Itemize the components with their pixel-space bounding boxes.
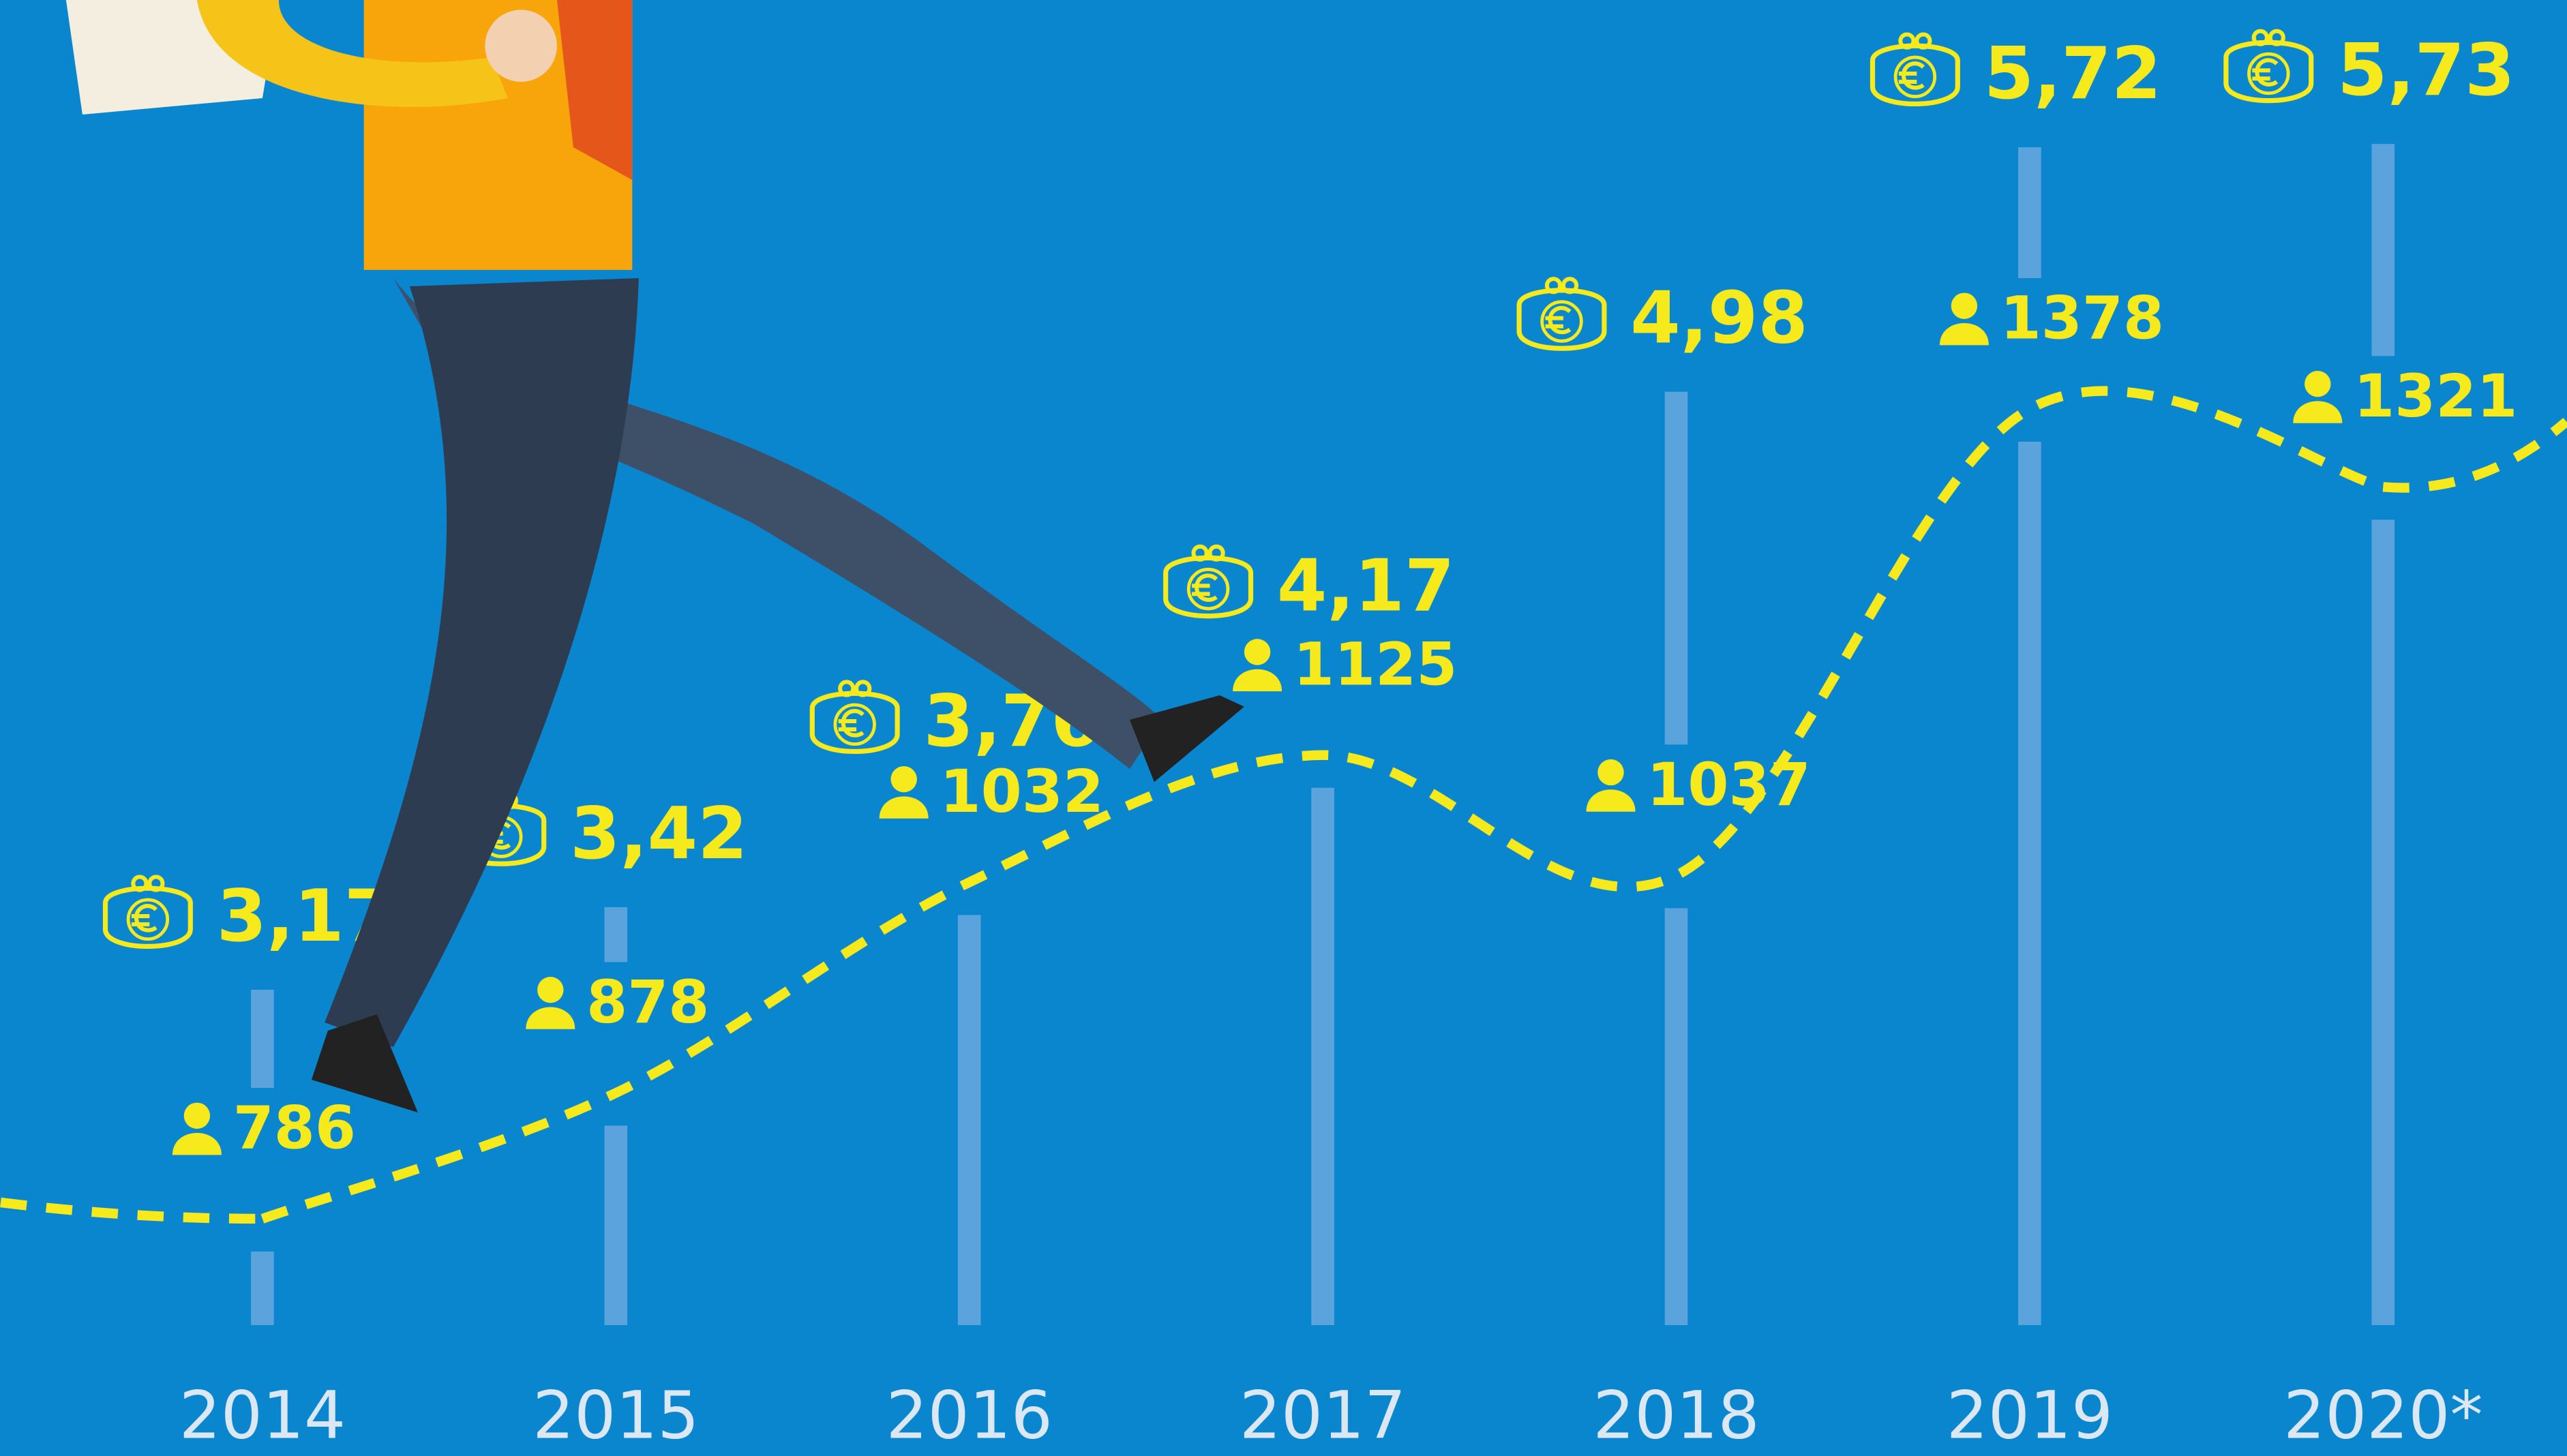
chart: 20143,1778620153,4287820163,76103220174,… (0, 0, 2567, 1456)
person-head (184, 1103, 210, 1129)
person-head (1244, 639, 1270, 665)
x-tick-label: 2016 (886, 1378, 1053, 1454)
bar-base (2018, 442, 2041, 1325)
bar (251, 990, 274, 1088)
count-label: 1125 (1293, 631, 1457, 699)
bar-base (958, 915, 981, 1325)
count-label: 1378 (2000, 285, 2164, 353)
person-head (891, 766, 917, 792)
x-tick-label: 2020* (2283, 1378, 2482, 1454)
x-tick-label: 2015 (532, 1378, 699, 1454)
count-label: 1321 (2354, 363, 2517, 431)
bar-base (1311, 788, 1334, 1325)
x-tick-label: 2014 (179, 1378, 346, 1454)
x-tick-label: 2018 (1593, 1378, 1759, 1454)
x-tick-label: 2019 (1947, 1378, 2113, 1454)
count-label: 878 (586, 969, 709, 1037)
x-tick-label: 2017 (1240, 1378, 1406, 1454)
bar (2018, 147, 2041, 278)
count-label: 786 (233, 1095, 356, 1163)
euro-value-label: 4,98 (1630, 276, 1808, 360)
person-head (537, 977, 563, 1003)
person-head (2305, 371, 2330, 397)
euro-value-label: 5,72 (1984, 31, 2162, 115)
bar (2372, 144, 2395, 356)
hand (485, 10, 557, 82)
count-label: 1032 (940, 758, 1104, 826)
bar-base (2372, 519, 2395, 1325)
page: 20143,1778620153,4287820163,76103220174,… (0, 0, 2567, 1456)
person-head (1951, 293, 1977, 319)
euro-value-label: 5,73 (2337, 28, 2515, 112)
bar (1665, 392, 1688, 745)
bar-base (251, 1252, 274, 1325)
bar (605, 907, 628, 962)
euro-value-label: 3,42 (570, 791, 748, 875)
bar-base (605, 1125, 628, 1325)
euro-value-label: 4,17 (1277, 543, 1455, 627)
bar-base (1665, 908, 1688, 1325)
person-head (1597, 759, 1623, 785)
